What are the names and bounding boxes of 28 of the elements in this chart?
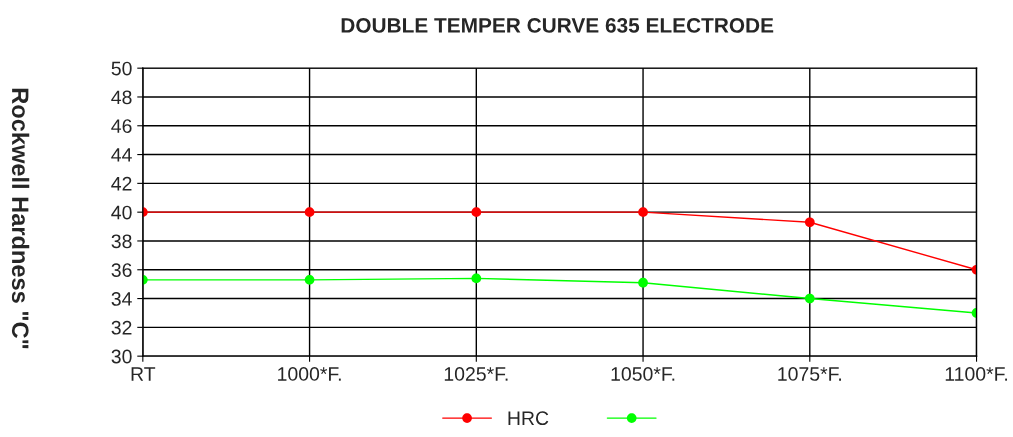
point bbox=[304, 207, 315, 218]
x-tick-label: 1100*F. bbox=[945, 367, 1008, 381]
legend-label: HRC bbox=[508, 411, 549, 426]
y-tick-label: 36 bbox=[111, 263, 132, 277]
chart-title: DOUBLE TEMPER CURVE 635 ELECTRODE bbox=[341, 18, 774, 33]
y-tick-label: 44 bbox=[111, 148, 132, 162]
y-tick-label: 34 bbox=[111, 292, 132, 306]
y-tick-label: 32 bbox=[111, 320, 132, 335]
y-tick-label: 38 bbox=[111, 234, 132, 249]
point bbox=[471, 273, 482, 284]
x-tick-label: 1050*F. bbox=[611, 367, 675, 381]
y-tick-label: 30 bbox=[111, 349, 132, 364]
x-tick-label: 1000*F. bbox=[278, 367, 341, 381]
point bbox=[638, 207, 648, 218]
y-tick-label: 50 bbox=[111, 61, 132, 76]
x-tick-label: 1025*F. bbox=[444, 367, 508, 381]
point bbox=[304, 274, 315, 285]
point bbox=[804, 217, 815, 228]
y-tick-label: 46 bbox=[111, 119, 132, 134]
y-tick-label: 48 bbox=[111, 90, 132, 105]
y-tick-label: 40 bbox=[111, 205, 132, 220]
y-axis-title: Rockwell Hardness "C" bbox=[11, 88, 30, 349]
y-tick-label: 42 bbox=[111, 176, 132, 191]
point bbox=[471, 207, 482, 218]
point bbox=[638, 277, 648, 288]
point bbox=[804, 293, 815, 304]
x-tick-label: 1075*F. bbox=[778, 367, 841, 381]
x-tick-label: RT bbox=[131, 367, 156, 381]
